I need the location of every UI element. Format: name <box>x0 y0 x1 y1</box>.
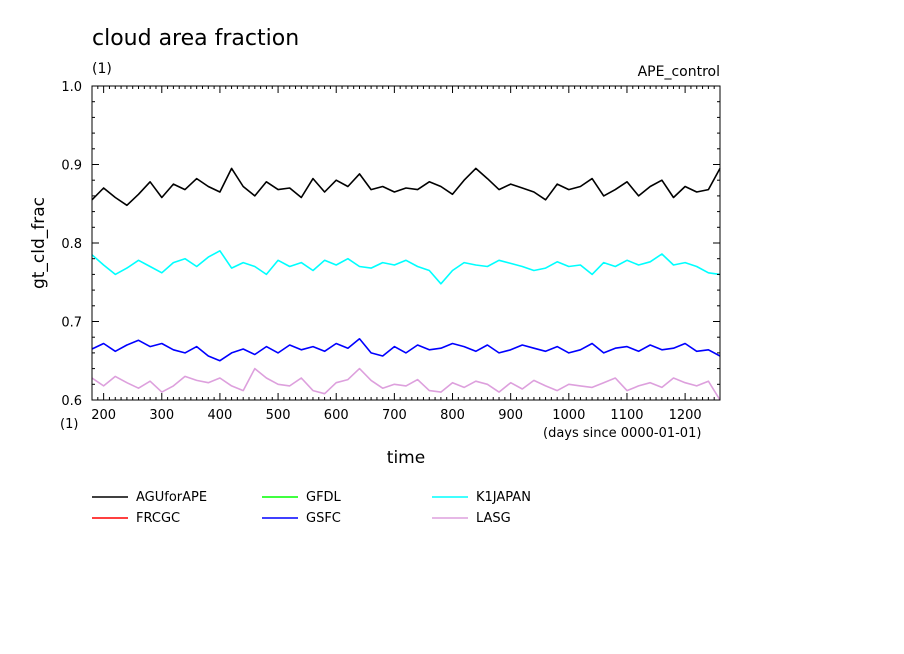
y-tick-label: 1.0 <box>61 80 82 95</box>
x-tick-label: 600 <box>324 408 349 423</box>
series-layer <box>91 167 721 401</box>
chart-title: cloud area fraction <box>92 26 299 51</box>
x-tick-label: 1200 <box>669 408 702 423</box>
legend-label-gsfc: GSFC <box>306 511 341 526</box>
x-tick-label: 200 <box>91 408 116 423</box>
legend-label-gfdl: GFDL <box>306 490 342 505</box>
y-tick-label: 0.6 <box>61 394 82 409</box>
series-line-aguforape <box>91 167 721 207</box>
series-line-lasg <box>91 367 721 401</box>
series-line-k1japan <box>91 250 721 285</box>
legend-label-aguforape: AGUforAPE <box>136 490 207 505</box>
x-axis-label: time <box>387 448 425 468</box>
y-tick-label: 0.8 <box>61 237 82 252</box>
x-tick-label: 400 <box>208 408 233 423</box>
x-tick-label: 700 <box>382 408 407 423</box>
legend: AGUforAPE FRCGC GFDL GSFC K1JAPAN LASG <box>92 490 531 526</box>
y-axis-label: gt_cld_frac <box>29 197 49 289</box>
x-tick-label: 500 <box>266 408 291 423</box>
x-tick-label: 300 <box>149 408 174 423</box>
y-tick-label: 0.7 <box>61 316 82 331</box>
title-units: (1) <box>92 61 112 77</box>
experiment-label: APE_control <box>638 64 720 80</box>
x-tick-label: 800 <box>440 408 465 423</box>
ticks-layer: 200 300 400 500 600 700 800 900 1000 1100 1200 0.6 0… <box>61 80 721 423</box>
x-tick-label: 1000 <box>552 408 585 423</box>
x-tick-label: 900 <box>498 408 523 423</box>
legend-label-lasg: LASG <box>476 511 511 526</box>
x-tick-label: 1100 <box>610 408 643 423</box>
series-line-gsfc <box>91 337 721 362</box>
legend-label-frcgc: FRCGC <box>136 511 180 526</box>
x-axis-units: (days since 0000-01-01) <box>543 426 701 441</box>
y-axis-units: (1) <box>60 417 78 432</box>
legend-label-k1japan: K1JAPAN <box>476 490 531 505</box>
y-tick-label: 0.9 <box>61 159 82 174</box>
